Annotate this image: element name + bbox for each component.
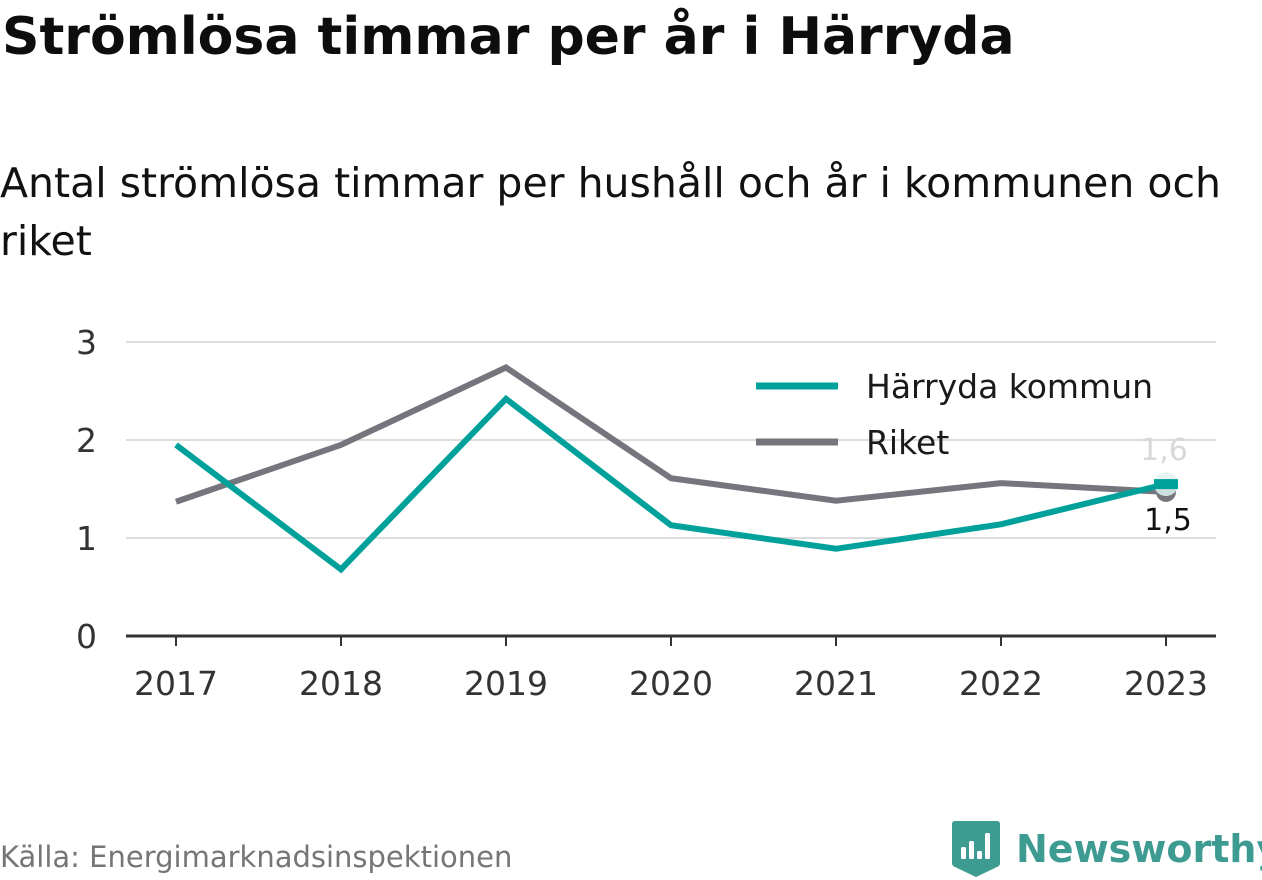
line-chart: 0 1 2 3 2017 2018 2019 2020 2021 2022 2023 1,6 1,5… (76, 323, 1216, 703)
legend: Härryda kommun Riket (756, 367, 1153, 462)
y-tick-label: 1 (76, 519, 97, 558)
end-label-upper: 1,6 (1140, 433, 1188, 468)
chart-title: Strömlösa timmar per år i Härryda (2, 7, 1015, 67)
series-lines (174, 364, 1167, 574)
brand-name: Newsworthy (1016, 827, 1262, 871)
x-tick-label: 2018 (299, 664, 383, 703)
series-line-harryda (174, 394, 1167, 574)
source-note: Källa: Energimarknadsinspektionen (0, 840, 513, 874)
x-tick-label: 2017 (134, 664, 218, 703)
y-tick-label: 2 (76, 421, 97, 460)
end-markers (1154, 472, 1178, 502)
chart-subtitle: Antal strömlösa timmar per hushåll och å… (0, 159, 1221, 265)
x-tick-label: 2020 (629, 664, 713, 703)
brand-logo: Newsworthy (950, 818, 1262, 880)
x-tick-label: 2022 (959, 664, 1043, 703)
grid-lines (126, 341, 1216, 539)
end-label-lower: 1,5 (1144, 503, 1192, 538)
x-tick-label: 2023 (1124, 664, 1208, 703)
end-value-labels: 1,6 1,5 (1140, 433, 1192, 538)
x-axis: 2017 2018 2019 2020 2021 2022 2023 (126, 634, 1216, 703)
series-line-riket (175, 364, 1167, 505)
x-tick-label: 2019 (464, 664, 548, 703)
legend-label: Riket (866, 423, 949, 462)
y-axis-tick-labels: 0 1 2 3 (76, 323, 97, 656)
newsworthy-logo-icon (952, 821, 1000, 877)
y-tick-label: 0 (76, 617, 97, 656)
x-tick-label: 2021 (794, 664, 878, 703)
legend-label: Härryda kommun (866, 367, 1153, 406)
y-tick-label: 3 (76, 323, 97, 362)
end-marker-harryda (1154, 479, 1178, 490)
